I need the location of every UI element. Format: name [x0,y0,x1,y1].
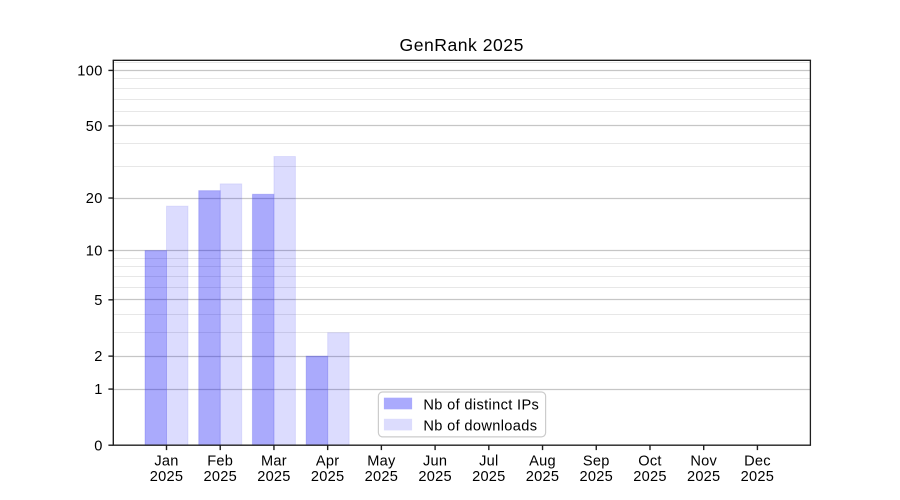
svg-text:May: May [367,454,396,470]
svg-text:2025: 2025 [580,469,613,485]
svg-text:2025: 2025 [687,469,720,485]
svg-text:2025: 2025 [633,469,666,485]
svg-text:2025: 2025 [472,469,505,485]
svg-text:20: 20 [86,191,103,207]
svg-text:10: 10 [86,244,103,260]
svg-text:2025: 2025 [418,469,451,485]
svg-text:2025: 2025 [311,469,344,485]
svg-text:0: 0 [94,438,103,454]
svg-text:Oct: Oct [638,454,661,470]
svg-text:2025: 2025 [365,469,398,485]
svg-text:1: 1 [94,382,103,398]
svg-text:Sep: Sep [583,454,610,470]
svg-text:100: 100 [77,64,103,80]
svg-text:Nov: Nov [690,454,717,470]
svg-text:Feb: Feb [207,454,233,470]
svg-text:Aug: Aug [529,454,556,470]
svg-text:2025: 2025 [150,469,183,485]
svg-text:2025: 2025 [257,469,290,485]
svg-text:Dec: Dec [744,454,771,470]
svg-text:Apr: Apr [316,454,339,470]
svg-text:2025: 2025 [203,469,236,485]
svg-text:Nb of downloads: Nb of downloads [423,418,537,434]
svg-text:Jan: Jan [154,454,178,470]
svg-text:50: 50 [86,119,103,135]
svg-text:Jun: Jun [423,454,447,470]
svg-text:Jul: Jul [479,454,498,470]
svg-text:2025: 2025 [741,469,774,485]
svg-text:2025: 2025 [526,469,559,485]
svg-text:2: 2 [94,349,103,365]
svg-text:5: 5 [94,293,103,309]
svg-text:Mar: Mar [261,454,287,470]
svg-text:GenRank 2025: GenRank 2025 [400,35,524,55]
svg-text:Nb of distinct IPs: Nb of distinct IPs [423,397,539,413]
